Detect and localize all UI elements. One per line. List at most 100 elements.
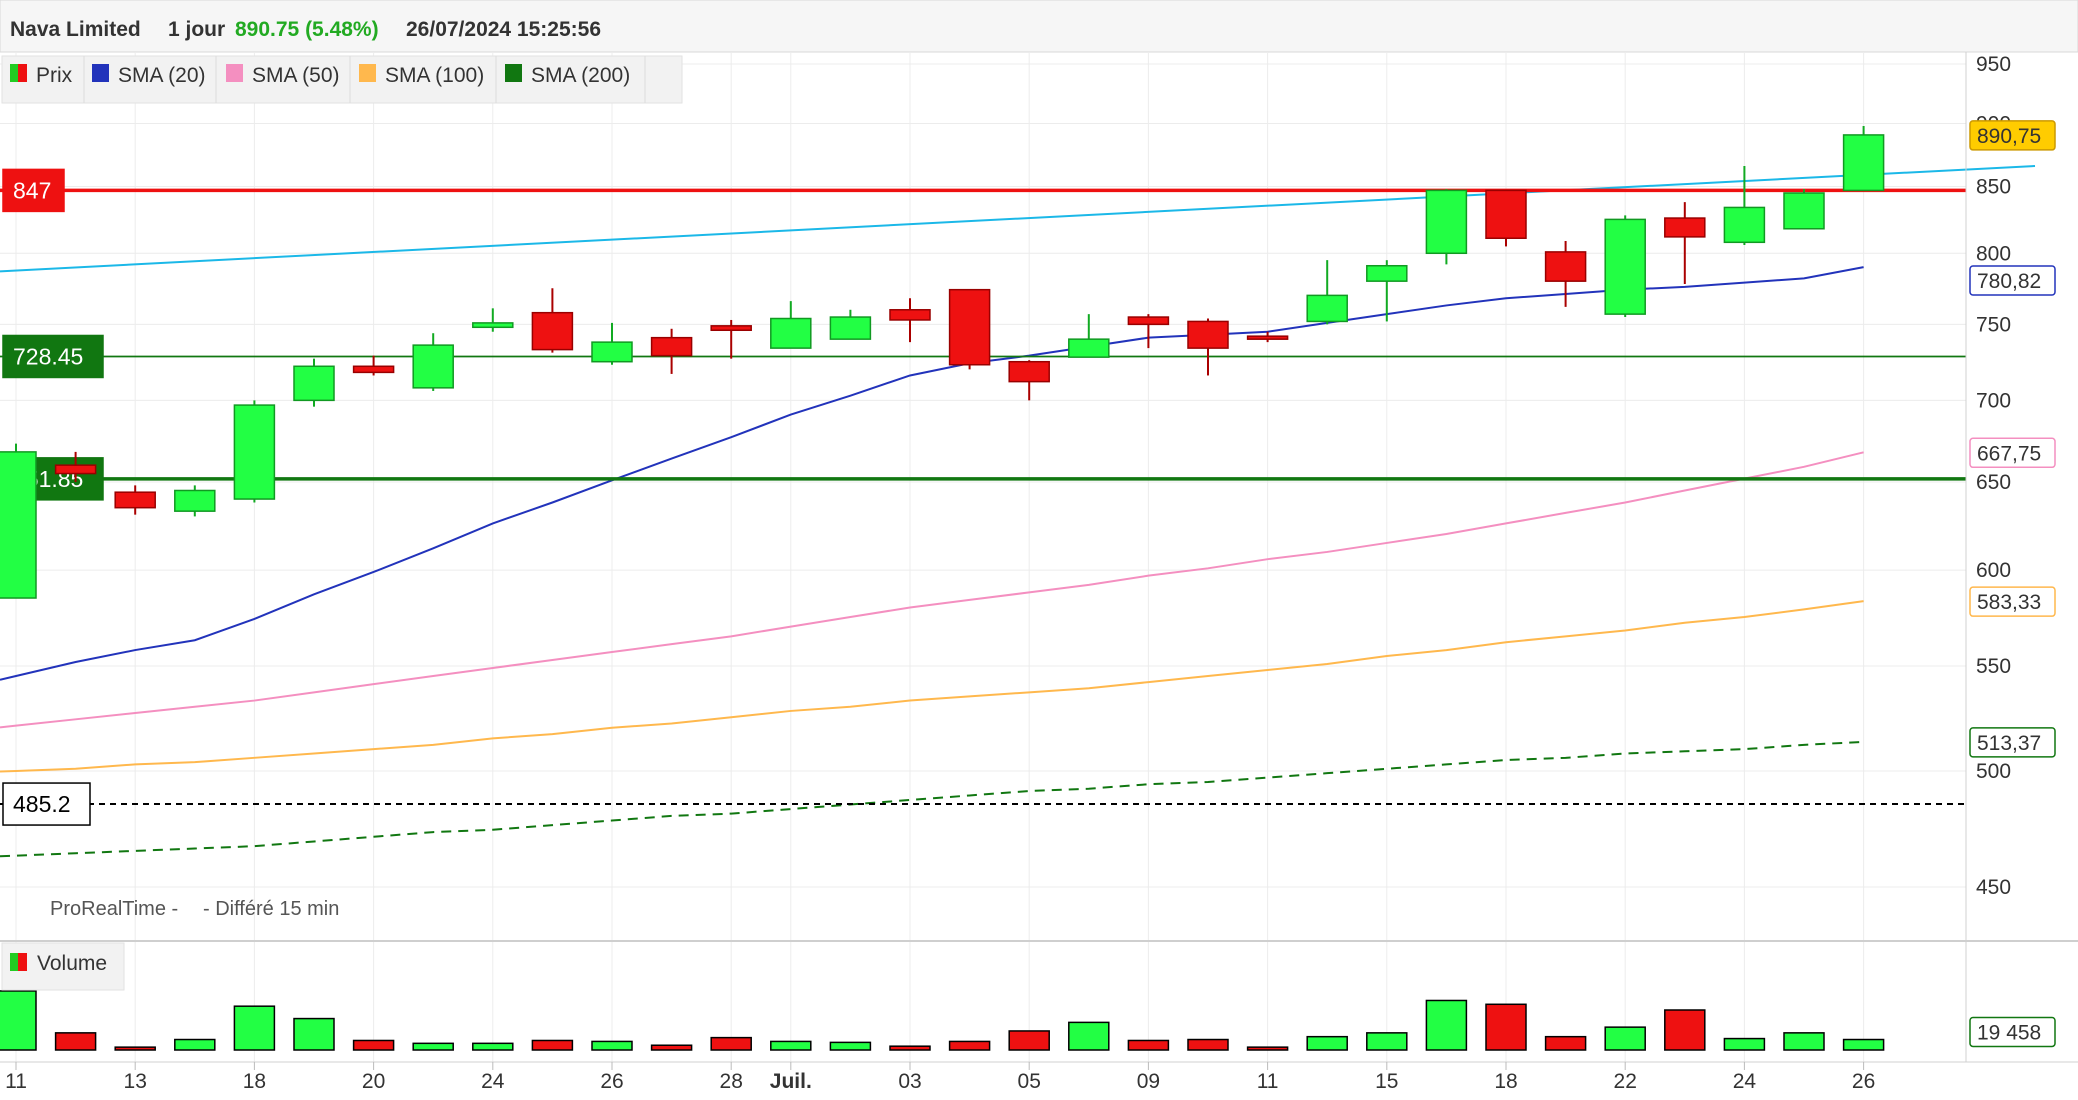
sma200-line [0,740,1864,858]
volume-bar [1723,1037,1766,1051]
time-tick-label: 11 [5,1070,27,1093]
volume-bar [1008,1030,1050,1051]
candle [174,485,216,517]
price-tick-label: 850 [1976,176,2011,199]
candle-body [54,464,97,475]
candle [412,333,454,391]
legend-item-sma200[interactable]: SMA (200) [505,64,630,87]
candle-body [293,365,335,402]
candle [1127,314,1170,349]
volume-bar [114,1046,156,1051]
trendline [0,164,2036,273]
candle-body [770,317,812,349]
candle [1664,202,1706,284]
legend-item-prix[interactable]: Prix [10,64,73,87]
volume-pane[interactable] [0,990,1885,1051]
candle [1246,331,1289,343]
header-bar [0,0,2078,53]
volume-bar [1246,1046,1289,1051]
candle [650,328,693,374]
time-tick-label: 05 [1018,1070,1041,1093]
value-tag [1969,437,2056,469]
price-tick-label: 700 [1976,389,2011,412]
sma20-line [0,266,1864,681]
candle [1485,189,1527,247]
value-tag-label: 513,37 [1977,732,2041,755]
volume-bar [1366,1032,1408,1051]
candle-body [412,344,454,389]
price-tick-label: 450 [1976,876,2011,899]
candle-body [1485,189,1527,239]
time-tick-label: 18 [1494,1070,1517,1093]
candle-body [1246,335,1289,340]
interval-label: 1 jour [168,18,225,41]
sma200-swatch-icon [505,64,522,82]
candle-body [1306,294,1348,323]
price-tick-label: 950 [1976,53,2011,76]
legend-label: SMA (20) [118,64,206,87]
volume-bar [472,1042,514,1051]
candle-body [829,316,872,340]
volume-bar [1783,1032,1825,1051]
volume-bar [412,1042,454,1051]
level-label-box [2,334,104,379]
legend-label: SMA (200) [531,64,630,87]
value-tag [1969,727,2056,758]
candle-body [1008,360,1050,383]
value-tag-label: 890,75 [1977,125,2041,148]
time-tick-label: 24 [481,1070,505,1093]
value-tags: 890,75 780,82 667,75 583,33 513,37 [1969,120,2056,758]
candle [770,301,812,349]
value-tag-label: 667,75 [1977,442,2041,465]
candle-body [1187,320,1229,349]
price-tick-label: 500 [1976,760,2011,783]
sma100-swatch-icon [359,64,376,82]
candle-body [591,341,633,363]
volume-value-tag [1969,1016,2056,1048]
legend-label: SMA (100) [385,64,484,87]
candle-body [174,489,216,512]
time-tick-label: 22 [1614,1070,1637,1093]
candle [710,319,752,359]
legend-item-sma100[interactable]: SMA (100) [359,64,484,87]
candle [1604,215,1646,318]
candle [591,322,633,365]
value-tag [1969,586,2056,617]
price-tick-label: 650 [1976,471,2011,494]
level-label-box [2,168,65,213]
time-tick-label: 28 [720,1070,743,1093]
candle [352,355,395,376]
legend-item-sma20[interactable]: SMA (20) [92,64,206,87]
level-label: 847 [13,177,51,203]
volume-bar [531,1039,574,1051]
level-label: 485.2 [13,791,71,817]
sma100-line [0,600,1864,773]
price-change: 890.75 (5.48%) [235,18,379,41]
price-icon [10,64,18,82]
time-tick-label: 24 [1733,1070,1757,1093]
candle-body [1127,316,1170,326]
candle-body [531,311,574,351]
candle-body [0,451,37,599]
sma20-swatch-icon [92,64,109,82]
grid [0,52,1966,1062]
sma50-swatch-icon [226,64,243,82]
volume-bar [1127,1039,1170,1051]
candle-body [1544,251,1587,282]
legend-label: SMA (50) [252,64,340,87]
value-tag [1969,120,2056,151]
candle [114,485,156,515]
legend-item-sma50[interactable]: SMA (50) [226,64,340,87]
delay-label: - Différé 15 min [203,898,339,920]
sma50-line [0,451,1864,729]
candle-body [1783,192,1825,230]
volume-icon [10,953,18,971]
time-tick-label: 11 [1257,1070,1279,1093]
candle-body [1604,218,1646,315]
candle-body [710,325,752,332]
candle-body [1068,338,1110,358]
price-tick-label: 600 [1976,559,2011,582]
candle [1783,189,1825,230]
